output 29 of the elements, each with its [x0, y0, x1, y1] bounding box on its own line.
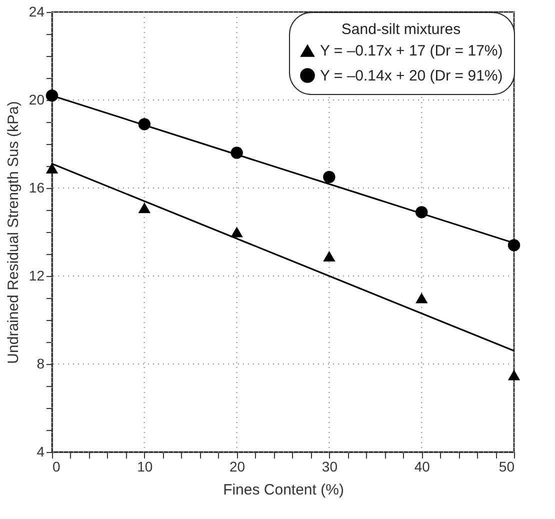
- y-tick-label: 8: [36, 356, 45, 372]
- point: [508, 239, 520, 252]
- x-tick-label: 0: [52, 458, 60, 474]
- point: [46, 89, 58, 102]
- point: [323, 170, 336, 184]
- point: [508, 370, 520, 380]
- legend-label: Y = –0.14x + 20 (Dr = 91%): [320, 68, 503, 84]
- legend-label: Y = –0.17x + 17 (Dr = 17%): [320, 42, 503, 60]
- point: [230, 146, 243, 159]
- x-tick-label: 50: [498, 458, 515, 474]
- legend-title: Sand-silt mixtures: [341, 21, 461, 38]
- x-tick-label: 40: [414, 458, 430, 474]
- y-tick-label: 12: [28, 268, 45, 284]
- y-tick-label: 16: [28, 180, 45, 196]
- y-axis-title: Undrained Residual Strength Sus (kPa): [4, 101, 22, 364]
- x-tick-label: 20: [230, 458, 246, 474]
- x-axis-title: Fines Content (%): [223, 482, 344, 498]
- point: [230, 226, 243, 238]
- point: [415, 206, 428, 218]
- y-tick-label: 24: [28, 4, 45, 20]
- y-tick-label: 4: [36, 444, 45, 460]
- point: [323, 250, 336, 262]
- point: [138, 118, 151, 130]
- y-tick-label: 20: [28, 92, 45, 108]
- point: [138, 202, 151, 214]
- point: [46, 162, 58, 174]
- x-tick-label: 10: [137, 458, 153, 474]
- point: [415, 292, 428, 304]
- x-tick-label: 30: [322, 458, 338, 474]
